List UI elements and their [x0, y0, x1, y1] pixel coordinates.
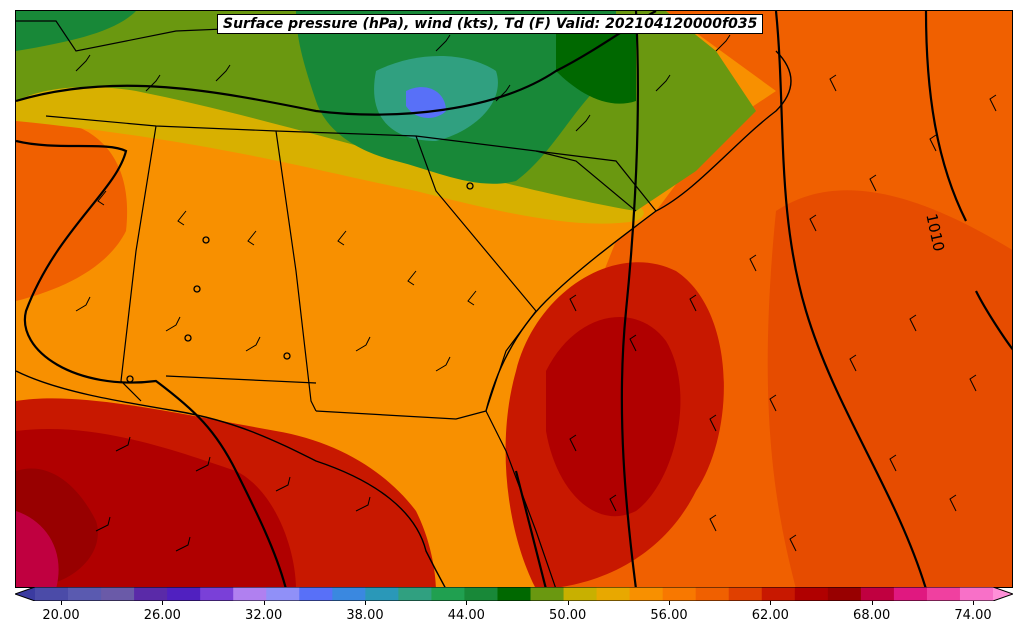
colorbar-segment — [695, 587, 730, 601]
colorbar-segment — [332, 587, 366, 601]
colorbar-segment — [728, 587, 763, 601]
colorbar-segment — [398, 587, 432, 601]
colorbar-extend-low — [15, 587, 35, 601]
colorbar-segment — [596, 587, 631, 601]
dry-band — [16, 71, 644, 224]
colorbar-tick-mark — [61, 601, 62, 605]
dewpoint-map — [16, 11, 1012, 587]
colorbar-segment — [497, 587, 532, 601]
colorbar-segment — [431, 587, 465, 601]
isobars — [16, 11, 1012, 587]
colorbar-segment — [629, 587, 664, 601]
colorbar-tick-label: 62.00 — [751, 608, 789, 623]
colorbar-tick-label: 50.00 — [549, 608, 587, 623]
colorbar-tick-mark — [770, 601, 772, 605]
colorbar-tick-label: 44.00 — [447, 608, 485, 623]
colorbar-segment — [266, 587, 300, 601]
colorbar-segment — [959, 587, 994, 601]
colorbar-segment — [299, 587, 333, 601]
colorbar-segment — [563, 587, 598, 601]
colorbar-segment — [860, 587, 895, 601]
colorbar-tick-mark — [669, 601, 670, 605]
colorbar — [15, 587, 1013, 601]
colorbar-segment — [827, 587, 862, 601]
colorbar-tick-label: 38.00 — [346, 608, 384, 623]
station-markers — [126, 182, 474, 383]
colorbar-tick-mark — [162, 601, 164, 605]
colorbar-segment — [101, 587, 135, 601]
colorbar-tick-mark — [263, 601, 265, 605]
colorbar-segment — [893, 587, 928, 601]
colorbar-segment — [761, 587, 796, 601]
colorbar-segment — [68, 587, 102, 601]
colorbar-segment — [365, 587, 399, 601]
map-title: Surface pressure (hPa), wind (kts), Td (… — [217, 14, 764, 34]
colorbar-segment — [233, 587, 267, 601]
colorbar-extend-high — [993, 587, 1013, 601]
colorbar-segment — [926, 587, 961, 601]
colorbar-tick-mark — [365, 601, 366, 605]
colorbar-segment — [167, 587, 201, 601]
atlantic-band — [767, 190, 1012, 587]
west-field — [16, 119, 128, 301]
dark-green-region — [556, 21, 636, 104]
state-borders — [16, 20, 657, 587]
colorbar-tick-mark — [567, 601, 569, 605]
colorbar-tick-label: 26.00 — [143, 608, 181, 623]
colorbar-tick-label: 68.00 — [853, 608, 891, 623]
colorbar-tick-label: 32.00 — [245, 608, 283, 623]
atlantic-moist-center — [546, 317, 681, 517]
colorbar-segment — [530, 587, 565, 601]
colorbar-tick-mark — [466, 601, 468, 605]
map-panel — [15, 10, 1013, 588]
colorbar-tick-mark — [871, 601, 873, 605]
colorbar-segment — [134, 587, 168, 601]
gulf-magenta — [16, 511, 59, 587]
colorbar-tick-label: 56.00 — [650, 608, 688, 623]
colorbar-segment — [35, 587, 69, 601]
colorbar-segment — [794, 587, 829, 601]
colorbar-tick-label: 74.00 — [954, 608, 992, 623]
colorbar-segment — [464, 587, 498, 601]
colorbar-segment — [662, 587, 697, 601]
colorbar-segment — [200, 587, 234, 601]
wind-barbs — [75, 34, 997, 552]
colorbar-tick-mark — [973, 601, 974, 605]
colorbar-tick-label: 20.00 — [42, 608, 80, 623]
